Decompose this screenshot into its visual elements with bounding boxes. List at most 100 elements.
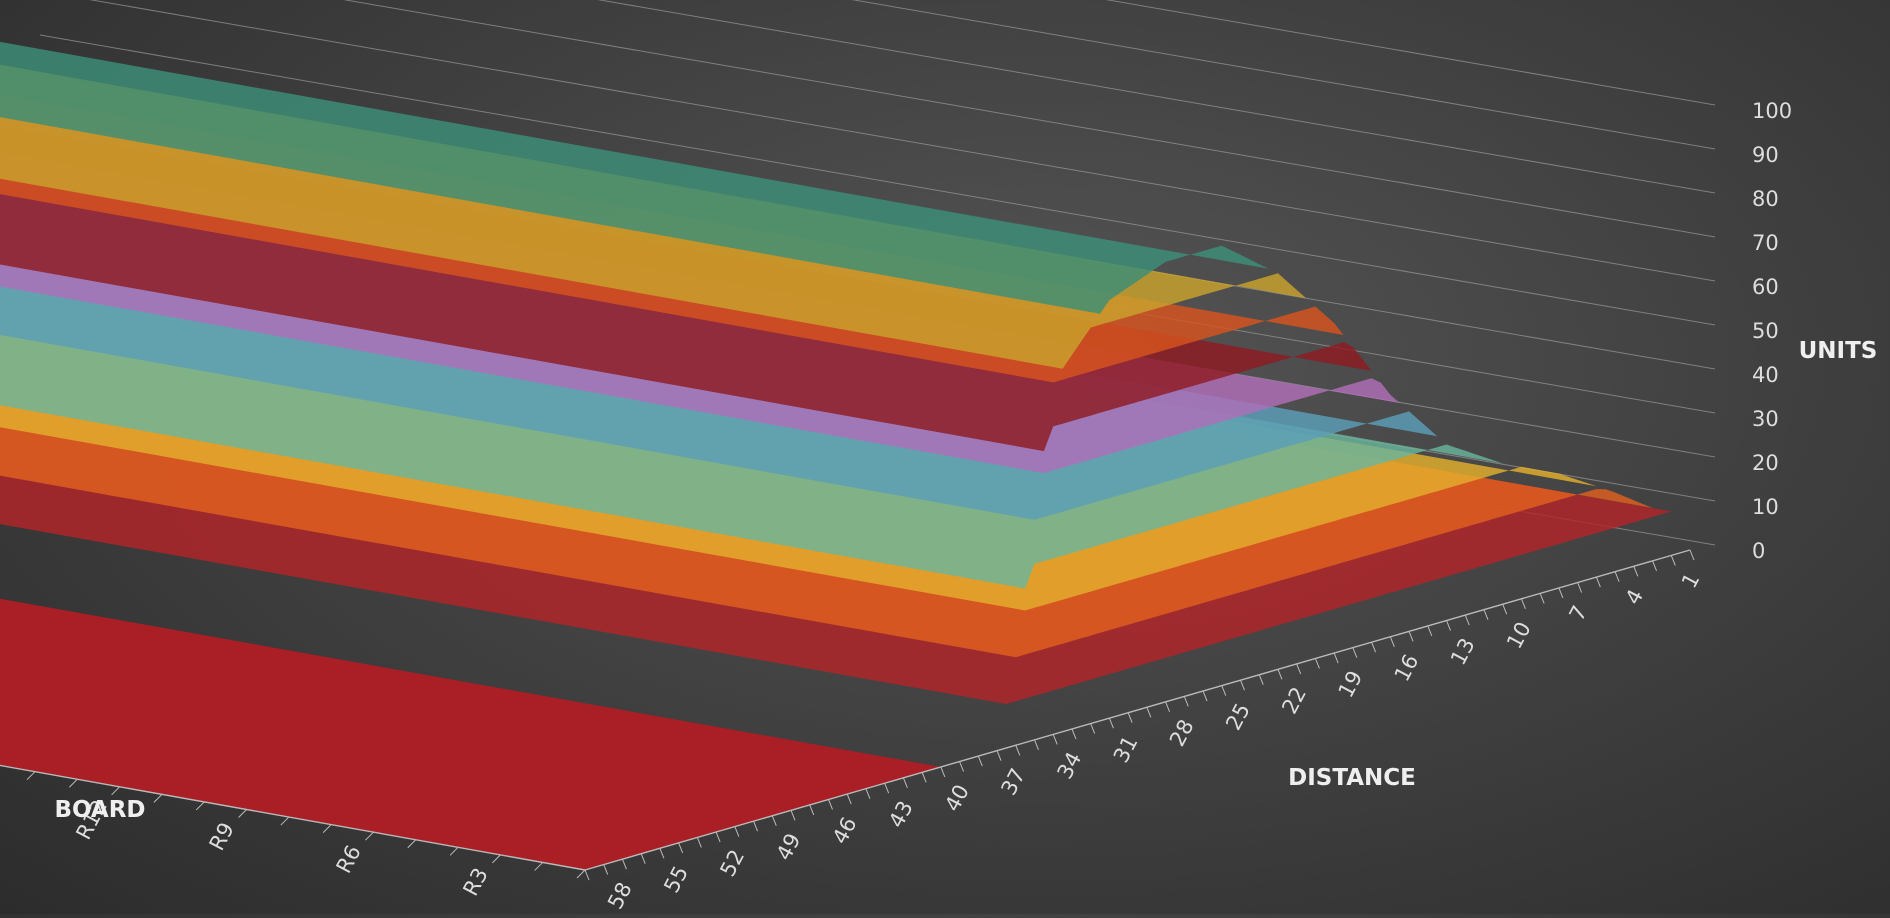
distance-tick-label: 13 [1446, 634, 1480, 669]
z-tick-label: 0 [1752, 539, 1765, 563]
board-tick-label: R9 [205, 819, 239, 855]
distance-tick-mark [1165, 701, 1171, 713]
board-tick-mark [26, 771, 36, 781]
distance-tick-mark [1539, 593, 1545, 604]
distance-tick-mark [1446, 620, 1451, 631]
board-tick-mark [195, 801, 205, 811]
distance-axis-line [584, 549, 1691, 871]
distance-tick-label: 4 [1621, 585, 1648, 608]
surface-floor [0, 598, 941, 870]
distance-tick-mark [1520, 598, 1526, 609]
z-tick-label: 80 [1752, 187, 1779, 211]
distance-tick-mark [828, 799, 833, 810]
board-axis-title: BOARD [54, 797, 145, 823]
distance-tick-mark [1071, 728, 1077, 740]
board-tick-mark [576, 869, 586, 879]
distance-tick-label: 19 [1334, 667, 1368, 702]
distance-tick-label: 28 [1165, 716, 1199, 751]
z-axis-title: UNITS [1799, 338, 1878, 364]
board-tick-mark [407, 839, 417, 849]
distance-tick-mark [1689, 549, 1695, 561]
distance-tick-mark [1389, 636, 1395, 647]
distance-tick-mark [1015, 745, 1021, 756]
z-tick-label: 50 [1752, 319, 1779, 343]
board-tick-mark [280, 816, 290, 826]
board-tick-label: R3 [458, 864, 492, 900]
distance-tick-mark [621, 858, 627, 870]
distance-tick-mark [603, 864, 609, 875]
distance-tick-mark [584, 869, 590, 881]
distance-tick-label: 22 [1277, 683, 1311, 718]
distance-tick-mark [1202, 690, 1208, 702]
distance-tick-mark [696, 837, 702, 848]
distance-tick-label: 43 [884, 797, 918, 832]
distance-tick-mark [1296, 663, 1302, 675]
distance-tick-mark [1314, 658, 1320, 669]
distance-tick-mark [715, 831, 721, 843]
distance-tick-mark [1633, 566, 1639, 577]
distance-tick-mark [846, 793, 852, 805]
distance-tick-mark [940, 766, 946, 778]
distance-tick-mark [1240, 679, 1245, 691]
axes [0, 549, 1695, 881]
gridline-units-50 [39, 34, 1716, 326]
surface-bands [0, 41, 1690, 870]
distance-tick-mark [640, 853, 646, 864]
board-tick-mark [153, 794, 163, 803]
z-tick-label: 70 [1752, 231, 1779, 255]
distance-tick-mark [921, 772, 927, 783]
distance-tick-mark [1108, 717, 1114, 729]
distance-tick-mark [1595, 576, 1601, 588]
board-axis-line [0, 764, 586, 871]
distance-tick-mark [1371, 642, 1377, 653]
distance-tick-label: 7 [1565, 602, 1592, 625]
board-tick-label: R6 [332, 841, 366, 877]
distance-tick-mark [1502, 604, 1508, 615]
distance-tick-label: 1 [1677, 569, 1704, 592]
distance-tick-mark [1652, 560, 1658, 572]
distance-tick-mark [1408, 631, 1414, 642]
gridline-units-70 [343, 0, 1716, 238]
distance-tick-mark [1127, 712, 1133, 723]
distance-tick-mark [1558, 587, 1564, 599]
distance-tick-mark [902, 777, 908, 788]
distance-tick-label: 49 [772, 829, 806, 864]
board-tick-mark [111, 786, 120, 796]
distance-tick-mark [1670, 555, 1676, 566]
distance-tick-mark [1277, 669, 1283, 680]
distance-tick-mark [1183, 696, 1189, 707]
z-tick-label: 60 [1752, 275, 1779, 299]
distance-tick-label: 46 [828, 813, 862, 848]
distance-tick-mark [1090, 723, 1096, 734]
distance-tick-label: 10 [1502, 618, 1536, 653]
distance-tick-mark [1352, 647, 1358, 658]
surface-band-100 [0, 41, 1269, 314]
distance-tick-mark [659, 848, 665, 859]
z-tick-label: 20 [1752, 451, 1779, 475]
distance-tick-mark [1614, 571, 1620, 582]
distance-tick-mark [678, 842, 684, 854]
distance-tick-mark [790, 810, 796, 821]
distance-tick-mark [1052, 734, 1058, 745]
distance-axis-title: DISTANCE [1288, 765, 1416, 791]
board-tick-mark [365, 831, 374, 841]
gridline-units-60 [89, 0, 1716, 282]
z-tick-label: 90 [1752, 143, 1779, 167]
distance-tick-mark [1034, 739, 1039, 751]
distance-tick-label: 58 [603, 878, 637, 913]
distance-tick-mark [734, 826, 740, 837]
distance-tick-mark [1333, 652, 1339, 664]
distance-tick-mark [753, 821, 759, 832]
distance-tick-mark [1464, 614, 1470, 626]
distance-tick-label: 16 [1390, 650, 1424, 685]
distance-tick-mark [977, 755, 983, 767]
distance-tick-label: 37 [996, 764, 1030, 799]
distance-tick-label: 40 [940, 781, 974, 816]
board-tick-mark [492, 854, 501, 864]
distance-tick-mark [996, 750, 1002, 761]
board-tick-mark [238, 809, 247, 818]
distance-tick-mark [1221, 685, 1227, 696]
distance-tick-label: 31 [1109, 732, 1143, 767]
